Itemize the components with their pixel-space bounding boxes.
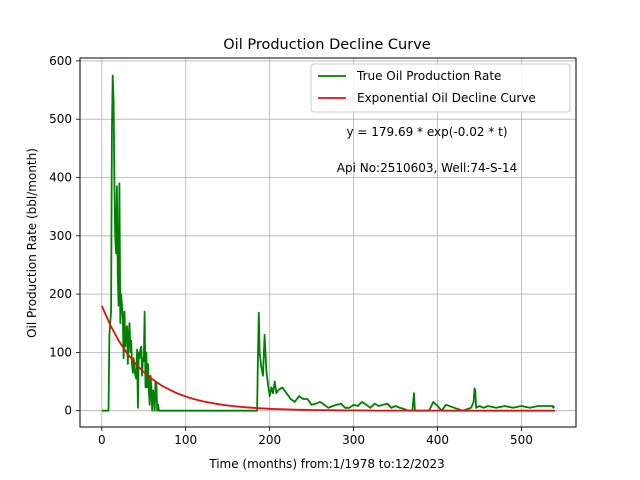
chart-title: Oil Production Decline Curve: [223, 37, 431, 53]
y-tick-label: 400: [49, 171, 72, 185]
series-layer: [100, 74, 556, 412]
grid-lines: [80, 58, 576, 427]
x-tick-label: 100: [174, 433, 197, 447]
x-tick-label: 200: [258, 433, 281, 447]
plot-frame: [79, 57, 577, 428]
legend-box: [310, 63, 571, 113]
x-tick-label: 400: [426, 433, 449, 447]
y-tick-label: 0: [64, 404, 72, 418]
axis-ticks: 0 100 200 300 400 500 0 100 200 300 400 500 600: [49, 54, 533, 447]
y-axis-label: Oil Production Rate (bbl/month): [25, 148, 39, 338]
y-tick-label: 500: [49, 112, 72, 126]
exponential-decline-line: [100, 305, 555, 412]
y-tick-label: 100: [49, 345, 72, 359]
y-tick-label: 200: [49, 287, 72, 301]
x-tick-label: 0: [98, 433, 106, 447]
y-tick-label: 300: [49, 229, 72, 243]
legend: True Oil Production Rate Exponential Oil…: [310, 63, 571, 113]
x-axis-label: Time (months) from:1/1978 to:12/2023: [208, 457, 445, 471]
legend-label-exponential: Exponential Oil Decline Curve: [357, 91, 536, 105]
x-tick-label: 500: [510, 433, 533, 447]
well-annotation: Api No:2510603, Well:74-S-14: [337, 161, 517, 175]
y-tick-label: 600: [49, 54, 72, 68]
equation-annotation: y = 179.69 * exp(-0.02 * t): [346, 125, 507, 139]
x-tick-label: 300: [342, 433, 365, 447]
legend-label-true-rate: True Oil Production Rate: [356, 69, 501, 83]
